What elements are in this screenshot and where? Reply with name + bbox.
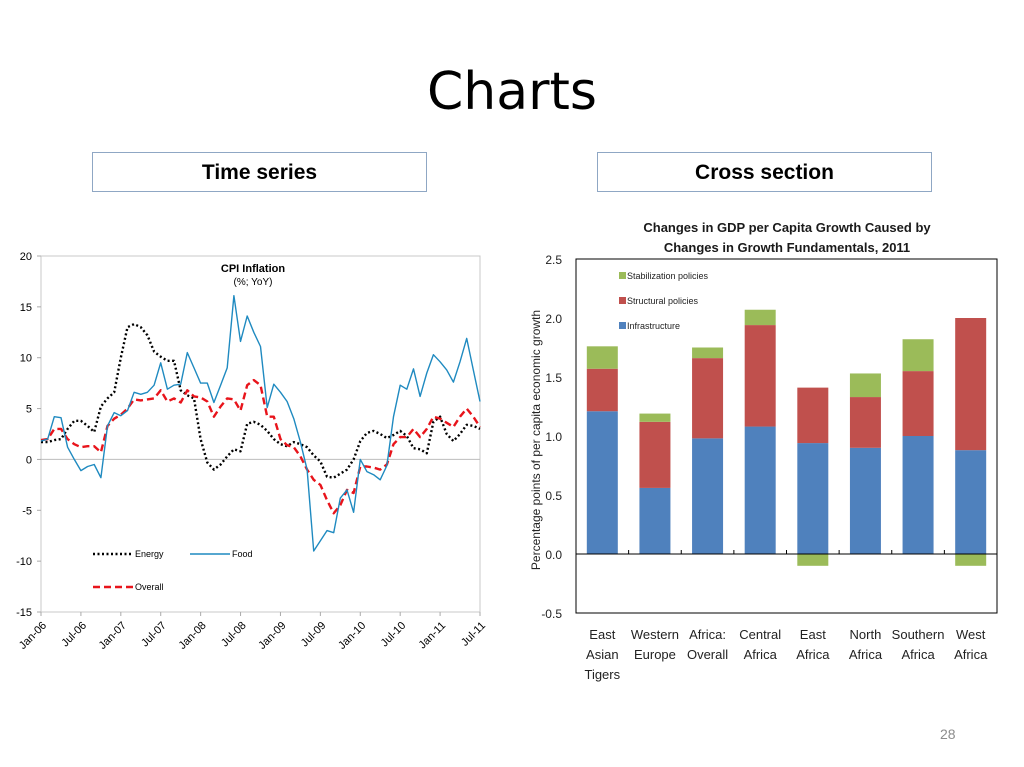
series-line-food bbox=[40, 295, 481, 552]
bar-segment-structural-policies bbox=[639, 421, 671, 488]
chart-title-line: Changes in Growth Fundamentals, 2011 bbox=[664, 240, 910, 255]
bar-segment-infrastructure bbox=[586, 411, 618, 554]
category-label: East bbox=[800, 627, 826, 642]
y-tick-label: 0.0 bbox=[545, 548, 562, 562]
category-label: Central bbox=[739, 627, 781, 642]
y-tick-label: 15 bbox=[20, 302, 32, 314]
legend-label: Infrastructure bbox=[627, 321, 680, 331]
bar-segment-stabilization-policies bbox=[692, 347, 724, 359]
bar-segment-structural-policies bbox=[902, 371, 934, 436]
legend-label: Overall bbox=[135, 582, 164, 592]
legend-label: Food bbox=[232, 549, 253, 559]
category-label: Africa bbox=[796, 647, 830, 662]
y-tick-label: -5 bbox=[22, 505, 32, 517]
legend-swatch bbox=[619, 322, 626, 329]
bar-segment-infrastructure bbox=[692, 438, 724, 554]
slide-title: Charts bbox=[427, 62, 597, 122]
chart-subtitle: (%; YoY) bbox=[234, 277, 273, 288]
y-tick-label: -10 bbox=[16, 556, 32, 568]
bar-segment-stabilization-policies bbox=[902, 339, 934, 372]
bar-segment-structural-policies bbox=[692, 358, 724, 439]
legend-label: Energy bbox=[135, 549, 164, 559]
y-tick-label: 1.5 bbox=[545, 371, 562, 385]
bar-segment-stabilization-policies bbox=[586, 346, 618, 369]
plot-area bbox=[575, 258, 998, 614]
category-label: Africa bbox=[954, 647, 988, 662]
time-series-box: Time series bbox=[92, 152, 427, 192]
cross-section-box: Cross section bbox=[597, 152, 932, 192]
bar-segment-stabilization-policies bbox=[955, 554, 987, 566]
legend-swatch bbox=[619, 297, 626, 304]
y-tick-label: 1.0 bbox=[545, 430, 562, 444]
category-label: North bbox=[850, 627, 882, 642]
category-label: Africa bbox=[744, 647, 778, 662]
plot-area bbox=[40, 255, 481, 613]
bar-segment-structural-policies bbox=[797, 387, 829, 444]
bar-segment-structural-policies bbox=[955, 318, 987, 451]
y-tick-label: 5 bbox=[26, 404, 32, 416]
y-tick-label: 2.0 bbox=[545, 312, 562, 326]
y-tick-label: -0.5 bbox=[541, 607, 562, 621]
legend-label: Stabilization policies bbox=[627, 271, 709, 281]
category-label: West bbox=[956, 627, 986, 642]
bar-segment-structural-policies bbox=[744, 325, 776, 427]
y-tick-label: 0 bbox=[26, 454, 32, 466]
bar-segment-infrastructure bbox=[955, 450, 987, 554]
category-label: Tigers bbox=[584, 667, 620, 682]
bar-segment-structural-policies bbox=[849, 397, 881, 448]
category-label: Africa bbox=[901, 647, 935, 662]
chart-title-line: Changes in GDP per Capita Growth Caused … bbox=[643, 220, 931, 235]
category-label: Southern bbox=[892, 627, 945, 642]
bar-segment-stabilization-policies bbox=[849, 373, 881, 398]
category-label: Europe bbox=[634, 647, 676, 662]
bar-segment-stabilization-policies bbox=[744, 309, 776, 326]
legend-label: Structural policies bbox=[627, 296, 699, 306]
series-line-overall bbox=[40, 378, 482, 515]
category-label: Asian bbox=[586, 647, 619, 662]
category-label: East bbox=[589, 627, 615, 642]
y-axis-label: Percentage points of per capita economic… bbox=[529, 310, 543, 570]
series-line-energy bbox=[41, 322, 481, 479]
category-label: Africa bbox=[849, 647, 883, 662]
legend-swatch bbox=[619, 272, 626, 279]
bar-segment-infrastructure bbox=[797, 443, 829, 554]
page-number: 28 bbox=[940, 726, 956, 742]
y-tick-label: 0.5 bbox=[545, 489, 562, 503]
y-tick-label: 20 bbox=[20, 251, 32, 263]
chart-title: CPI Inflation bbox=[221, 263, 285, 275]
category-label: Western bbox=[631, 627, 679, 642]
bar-segment-stabilization-policies bbox=[639, 413, 671, 422]
bar-segment-infrastructure bbox=[744, 426, 776, 554]
bar-segment-infrastructure bbox=[902, 436, 934, 554]
bar-segment-stabilization-policies bbox=[797, 554, 829, 566]
bar-segment-infrastructure bbox=[639, 487, 671, 554]
gdp-growth-chart: Changes in GDP per Capita Growth Caused … bbox=[529, 220, 998, 682]
category-label: Overall bbox=[687, 647, 728, 662]
y-tick-label: 2.5 bbox=[545, 253, 562, 267]
category-label: Africa: bbox=[689, 627, 726, 642]
bar-segment-structural-policies bbox=[586, 368, 618, 412]
y-tick-label: 10 bbox=[20, 353, 32, 365]
y-tick-label: -15 bbox=[16, 607, 32, 619]
bar-segment-infrastructure bbox=[849, 447, 881, 554]
